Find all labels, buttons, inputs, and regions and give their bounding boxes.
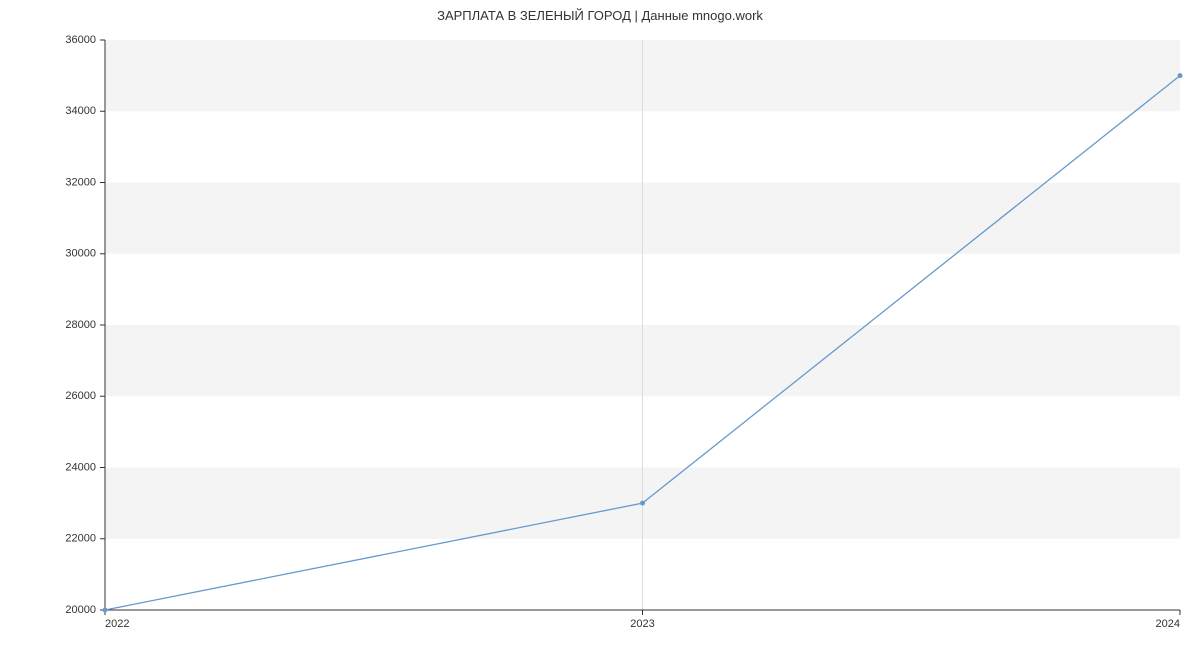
x-tick-label: 2022 [105, 618, 129, 630]
y-tick-label: 32000 [65, 176, 96, 188]
x-tick-label: 2024 [1156, 618, 1180, 630]
x-tick-label: 2023 [630, 618, 654, 630]
chart-container: ЗАРПЛАТА В ЗЕЛЕНЫЙ ГОРОД | Данные mnogo.… [0, 0, 1200, 650]
y-tick-label: 24000 [65, 461, 96, 473]
y-tick-label: 22000 [65, 533, 96, 545]
series-marker [1178, 73, 1183, 78]
y-tick-label: 28000 [65, 319, 96, 331]
line-chart: 20000 22000 24000 26000 28000 30000 32000 34000… [0, 0, 1200, 650]
y-tick-label: 34000 [65, 105, 96, 117]
y-tick-label: 30000 [65, 248, 96, 260]
y-tick-label: 36000 [65, 34, 96, 46]
y-tick-label: 20000 [65, 604, 96, 616]
series-marker [103, 608, 108, 613]
y-tick-label: 26000 [65, 390, 96, 402]
series-marker [640, 501, 645, 506]
